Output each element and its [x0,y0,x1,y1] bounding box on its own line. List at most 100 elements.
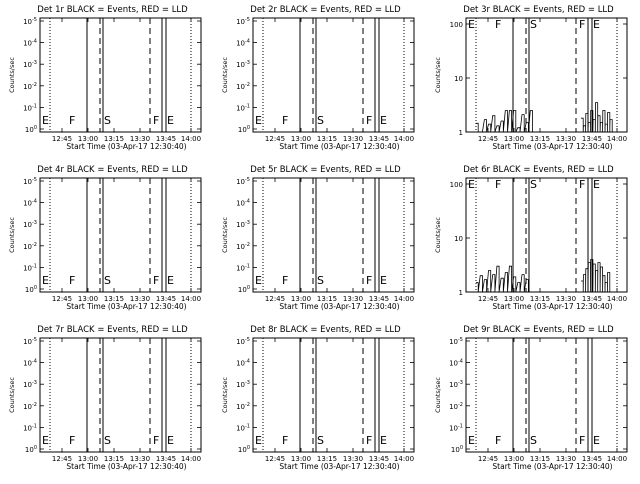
phase-marker-label: E [593,434,600,447]
y-tick-label: 10-1 [236,263,250,272]
x-tick-label: 13:30 [343,295,363,303]
panel-title: Det 9r BLACK = Events, RED = LLD [463,325,614,335]
x-axis-label: Start Time (03-Apr-17 12:30:40) [66,142,186,151]
x-tick-label: 13:00 [291,455,311,463]
phase-marker-label: E [42,274,49,287]
y-tick-label: 100 [25,445,37,454]
phase-marker-label: F [366,114,372,127]
plot-frame [252,337,415,453]
y-axis-label: Counts/sec [221,57,229,93]
plot-frame [39,337,202,453]
detector-panel: Det 9r BLACK = Events, RED = LLD Counts/s… [434,325,628,471]
x-tick-label: 13:15 [530,135,550,143]
x-axis-label: Start Time (03-Apr-17 12:30:40) [279,302,399,311]
detector-panel: Det 6r BLACK = Events, RED = LLD Counts/s… [434,165,628,311]
y-tick-label: 10-2 [23,82,37,91]
x-tick-label: 13:45 [156,135,176,143]
detector-panel: Det 2r BLACK = Events, RED = LLD Counts/s… [221,5,415,151]
x-tick-label: 14:00 [394,455,414,463]
x-tick-label: 13:30 [130,295,150,303]
x-tick-label: 13:15 [317,455,337,463]
phase-marker-label: E [42,434,49,447]
x-tick-label: 13:30 [343,455,363,463]
phase-marker-label: F [69,434,75,447]
plot-frame [39,177,202,293]
x-tick-label: 14:00 [181,295,201,303]
x-tick-label: 13:00 [78,135,98,143]
x-tick-label: 13:30 [130,455,150,463]
phase-marker-label: E [42,114,49,127]
y-tick-label: 10-2 [23,402,37,411]
x-tick-label: 14:00 [394,295,414,303]
x-tick-label: 14:00 [607,455,627,463]
y-tick-label: 10-3 [23,60,37,69]
x-tick-label: 12:45 [478,295,498,303]
events-series-line [581,259,611,293]
phase-marker-label: E [468,178,475,191]
x-tick-label: 13:15 [317,135,337,143]
x-axis-label: Start Time (03-Apr-17 12:30:40) [279,462,399,471]
y-tick-label: 10-3 [449,380,463,389]
x-tick-label: 13:00 [291,135,311,143]
x-tick-label: 13:45 [156,295,176,303]
phase-marker-label: F [579,18,585,31]
x-tick-label: 13:30 [556,455,576,463]
phase-marker-label: F [579,434,585,447]
phase-marker-label: E [593,18,600,31]
y-axis-label: Counts/sec [8,57,16,93]
phase-marker-label: F [366,274,372,287]
phase-marker-label: S [104,434,111,447]
y-tick-label: 100 [25,125,37,134]
phase-marker-label: S [317,274,324,287]
y-tick-label: 10-2 [449,402,463,411]
x-tick-label: 13:15 [530,295,550,303]
x-axis-label: Start Time (03-Apr-17 12:30:40) [66,462,186,471]
phase-marker-label: E [167,434,174,447]
y-tick-label: 100 [238,445,250,454]
phase-marker-label: S [530,434,537,447]
y-tick-label: 10-2 [236,402,250,411]
panel-title: Det 2r BLACK = Events, RED = LLD [250,5,401,15]
y-tick-label: 10-3 [23,220,37,229]
plot-frame [465,177,628,293]
phase-marker-label: F [153,274,159,287]
y-tick-label: 10-5 [23,177,37,186]
x-tick-label: 13:45 [582,455,602,463]
x-tick-label: 13:00 [78,295,98,303]
x-tick-label: 13:00 [504,455,524,463]
phase-marker-label: F [69,114,75,127]
x-axis-label: Start Time (03-Apr-17 12:30:40) [492,302,612,311]
y-tick-label: 10-3 [23,380,37,389]
x-tick-label: 13:45 [369,295,389,303]
detector-panel: Det 8r BLACK = Events, RED = LLD Counts/s… [221,325,415,471]
panel-title: Det 4r BLACK = Events, RED = LLD [37,165,188,175]
x-tick-label: 12:45 [478,455,498,463]
x-tick-label: 13:15 [317,295,337,303]
x-tick-label: 13:30 [556,135,576,143]
x-tick-label: 13:45 [156,455,176,463]
phase-marker-label: S [317,434,324,447]
y-tick-label: 100 [25,285,37,294]
plot-frame [465,17,628,133]
plot-frame [39,17,202,133]
x-tick-label: 14:00 [394,135,414,143]
y-axis-label: Counts/sec [434,377,442,413]
y-tick-label: 10-3 [236,60,250,69]
x-tick-label: 14:00 [181,455,201,463]
y-tick-label: 10 [454,75,463,83]
y-tick-label: 10-5 [23,337,37,346]
phase-marker-label: S [104,114,111,127]
phase-marker-label: S [104,274,111,287]
x-tick-label: 13:30 [556,295,576,303]
y-tick-label: 100 [450,181,463,189]
phase-marker-label: S [530,18,537,31]
events-series-line [476,110,533,133]
phase-marker-label: F [282,114,288,127]
y-tick-label: 1 [459,129,463,137]
phase-marker-label: E [167,274,174,287]
panel-title: Det 7r BLACK = Events, RED = LLD [37,325,188,335]
phase-marker-label: E [255,114,262,127]
x-tick-label: 14:00 [181,135,201,143]
y-tick-label: 10-2 [236,242,250,251]
